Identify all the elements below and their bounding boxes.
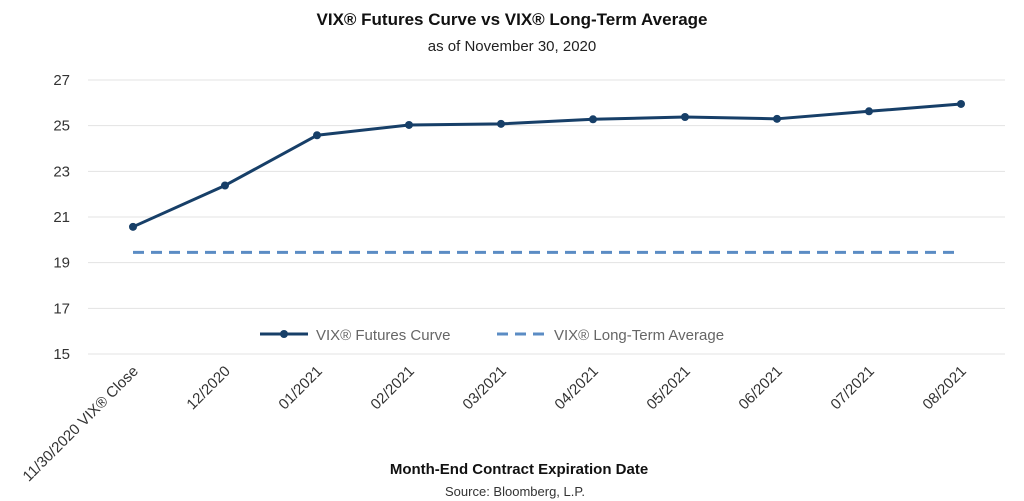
x-tick-label: 03/2021: [459, 363, 509, 413]
data-point: [957, 99, 965, 108]
y-tick-label: 27: [53, 72, 70, 89]
legend-label-futures-curve: VIX® Futures Curve: [316, 327, 450, 344]
x-tick-label: 07/2021: [827, 363, 877, 413]
series-lines: [129, 99, 965, 254]
data-point: [129, 222, 137, 231]
data-point: [221, 181, 229, 190]
data-point: [773, 114, 781, 123]
data-point: [405, 120, 413, 129]
legend-label-long-term-average: VIX® Long-Term Average: [554, 327, 724, 344]
y-tick-label: 19: [53, 255, 70, 272]
x-tick-label: 12/2020: [183, 363, 233, 413]
series-line-futures-curve: [132, 102, 962, 229]
y-tick-label: 23: [53, 163, 70, 180]
x-tick-label: 11/30/2020 VIX® Close: [20, 363, 142, 485]
y-tick-label: 17: [53, 300, 70, 317]
y-tick-label: 21: [53, 209, 70, 226]
chart-title: VIX® Futures Curve vs VIX® Long-Term Ave…: [317, 10, 708, 29]
chart-subtitle: as of November 30, 2020: [428, 38, 596, 55]
y-tick-label: 15: [53, 346, 70, 363]
data-point: [313, 131, 321, 140]
x-tick-label: 02/2021: [367, 363, 417, 413]
gridlines: [88, 79, 1005, 355]
x-axis-label: Month-End Contract Expiration Date: [390, 461, 648, 478]
source-note: Source: Bloomberg, L.P.: [445, 484, 585, 499]
data-point: [589, 115, 597, 124]
x-tick-label: 06/2021: [735, 363, 785, 413]
data-point: [865, 107, 873, 116]
data-point: [497, 119, 505, 128]
data-point: [681, 112, 689, 121]
legend-marker-futures-curve: [280, 330, 288, 338]
x-tick-label: 01/2021: [275, 363, 325, 413]
y-tick-label: 25: [53, 118, 70, 135]
legend: VIX® Futures Curve VIX® Long-Term Average: [260, 327, 724, 344]
x-tick-label: 05/2021: [643, 363, 693, 413]
x-tick-label: 08/2021: [919, 363, 969, 413]
y-axis-ticks: 27 25 23 21 19 17 15: [53, 72, 70, 363]
x-tick-label: 04/2021: [551, 363, 601, 413]
